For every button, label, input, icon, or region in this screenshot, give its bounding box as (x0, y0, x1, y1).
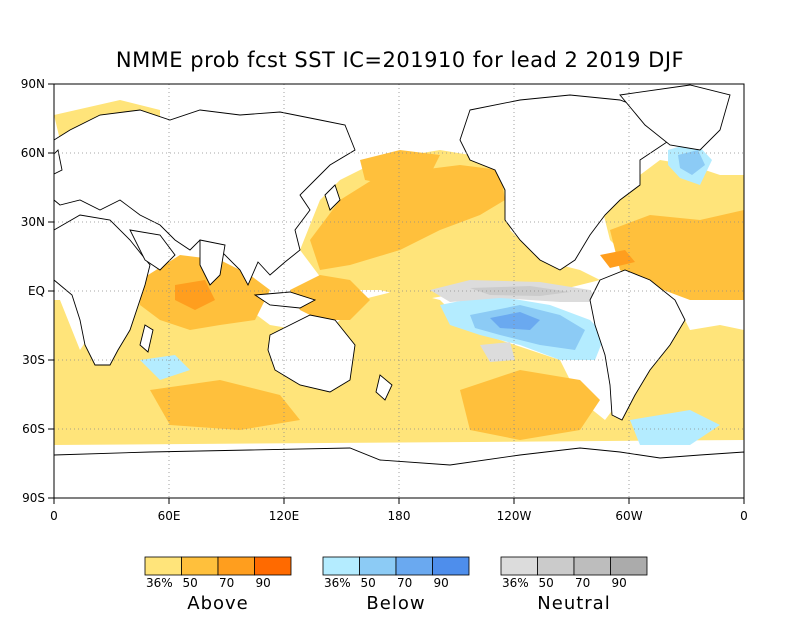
above-50-south-pacific (460, 370, 600, 440)
lat-label-30s: 30S (22, 353, 45, 367)
legend-tick-label: 90 (256, 576, 271, 590)
legend-tick-label: 36% (324, 576, 351, 590)
probability-fields (54, 84, 744, 498)
below-50-labrador-sea (678, 150, 705, 175)
above-50-west-pacific (290, 275, 370, 320)
lon-labels: 0 60E 120E 180 120W 60W 0 (50, 509, 748, 523)
india (199, 239, 226, 286)
japan (324, 184, 341, 211)
above-50-gulf-alaska (360, 150, 440, 185)
south-america (589, 269, 686, 421)
legend-tick-label: 90 (612, 576, 627, 590)
lat-label-90n: 90N (21, 77, 45, 91)
neutral-50-equatorial-pacific (470, 286, 570, 296)
legend-above: 36% 50 70 90 Above (144, 556, 292, 614)
legend-tick-label: 36% (146, 576, 173, 590)
lon-label-120e: 120E (269, 509, 300, 523)
below-36-south-atlantic (630, 410, 720, 445)
legend-swatch (359, 556, 397, 576)
lat-labels: 90N 60N 30N EQ 30S 60S 90S (21, 77, 45, 505)
legend-tick-label: 50 (183, 576, 198, 590)
legend-tick-label: 50 (361, 576, 376, 590)
legend-tick-label: 70 (219, 576, 234, 590)
legend-swatch (144, 556, 182, 576)
legend-below: 36% 50 70 90 Below (322, 556, 470, 614)
neutral-36-south-pacific (480, 342, 515, 362)
lon-label-180: 180 (388, 509, 411, 523)
legend-name: Neutral (537, 593, 610, 614)
legend-name: Above (187, 593, 248, 614)
arabia (129, 229, 176, 271)
lat-label-30n: 30N (21, 215, 45, 229)
madagascar (139, 324, 154, 353)
greenland (619, 84, 731, 151)
below-36-south-indian (140, 355, 190, 380)
legend-swatch (573, 556, 611, 576)
lon-label-60e: 60E (158, 509, 181, 523)
legend-tick-label: 70 (397, 576, 412, 590)
lon-label-120w: 120W (497, 509, 532, 523)
lon-label-60w: 60W (615, 509, 642, 523)
map-gridlines (54, 84, 744, 498)
legend-tick-label: 90 (434, 576, 449, 590)
above-70-indian-ocean (175, 280, 215, 310)
legend-tick-label: 70 (575, 576, 590, 590)
lat-label-eq: EQ (28, 284, 45, 298)
lon-label-0-east: 0 (740, 509, 748, 523)
legend-swatch (610, 556, 648, 576)
lat-label-60s: 60S (22, 422, 45, 436)
above-50-north-pacific (310, 165, 505, 270)
new-zealand (375, 374, 393, 401)
legend-swatch (432, 556, 470, 576)
above-70-caribbean (600, 250, 635, 268)
legend-name: Below (366, 593, 425, 614)
below-70-eastern-pacific (490, 312, 540, 330)
lat-label-60n: 60N (21, 146, 45, 160)
eurasia (54, 109, 356, 287)
australia (267, 314, 356, 393)
above-50-south-indian (150, 380, 300, 430)
legend-swatch (254, 556, 292, 576)
legend-tick-label: 50 (539, 576, 554, 590)
legend-swatch (217, 556, 255, 576)
legend-swatch (322, 556, 360, 576)
lat-label-90s: 90S (22, 491, 45, 505)
legend-swatch (181, 556, 219, 576)
legend-tick-label: 36% (502, 576, 529, 590)
legend-swatch (395, 556, 433, 576)
legend-swatch (537, 556, 575, 576)
figure-title: NMME prob fcst SST IC=201910 for lead 2 … (115, 48, 685, 72)
africa (54, 214, 151, 366)
lon-label-0: 0 (50, 509, 58, 523)
axis-ticks (48, 83, 745, 504)
legend-swatch (500, 556, 538, 576)
